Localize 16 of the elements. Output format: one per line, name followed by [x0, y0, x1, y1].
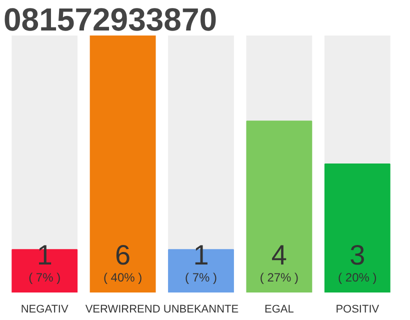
data-label: 6 [115, 240, 131, 270]
annotation: ( 40% ) [103, 270, 142, 284]
data-label: 1 [193, 240, 209, 270]
x-tick-label: UNBEKANNTE [163, 304, 239, 316]
x-tick-label: POSITIV [336, 304, 380, 316]
annotation: ( 27% ) [260, 270, 299, 284]
annotation: ( 7% ) [185, 270, 218, 284]
x-tick-label: EGAL [264, 304, 294, 316]
data-label: 1 [36, 240, 52, 270]
x-tick-label: NEGATIV [20, 304, 69, 316]
data-label: 4 [271, 240, 287, 270]
annotation: ( 20% ) [338, 270, 377, 284]
annotation: ( 7% ) [28, 270, 61, 284]
data-label: 3 [350, 240, 366, 270]
x-tick-label: VERWIRREND [85, 304, 160, 316]
chart-title: 081572933870 [4, 2, 218, 38]
